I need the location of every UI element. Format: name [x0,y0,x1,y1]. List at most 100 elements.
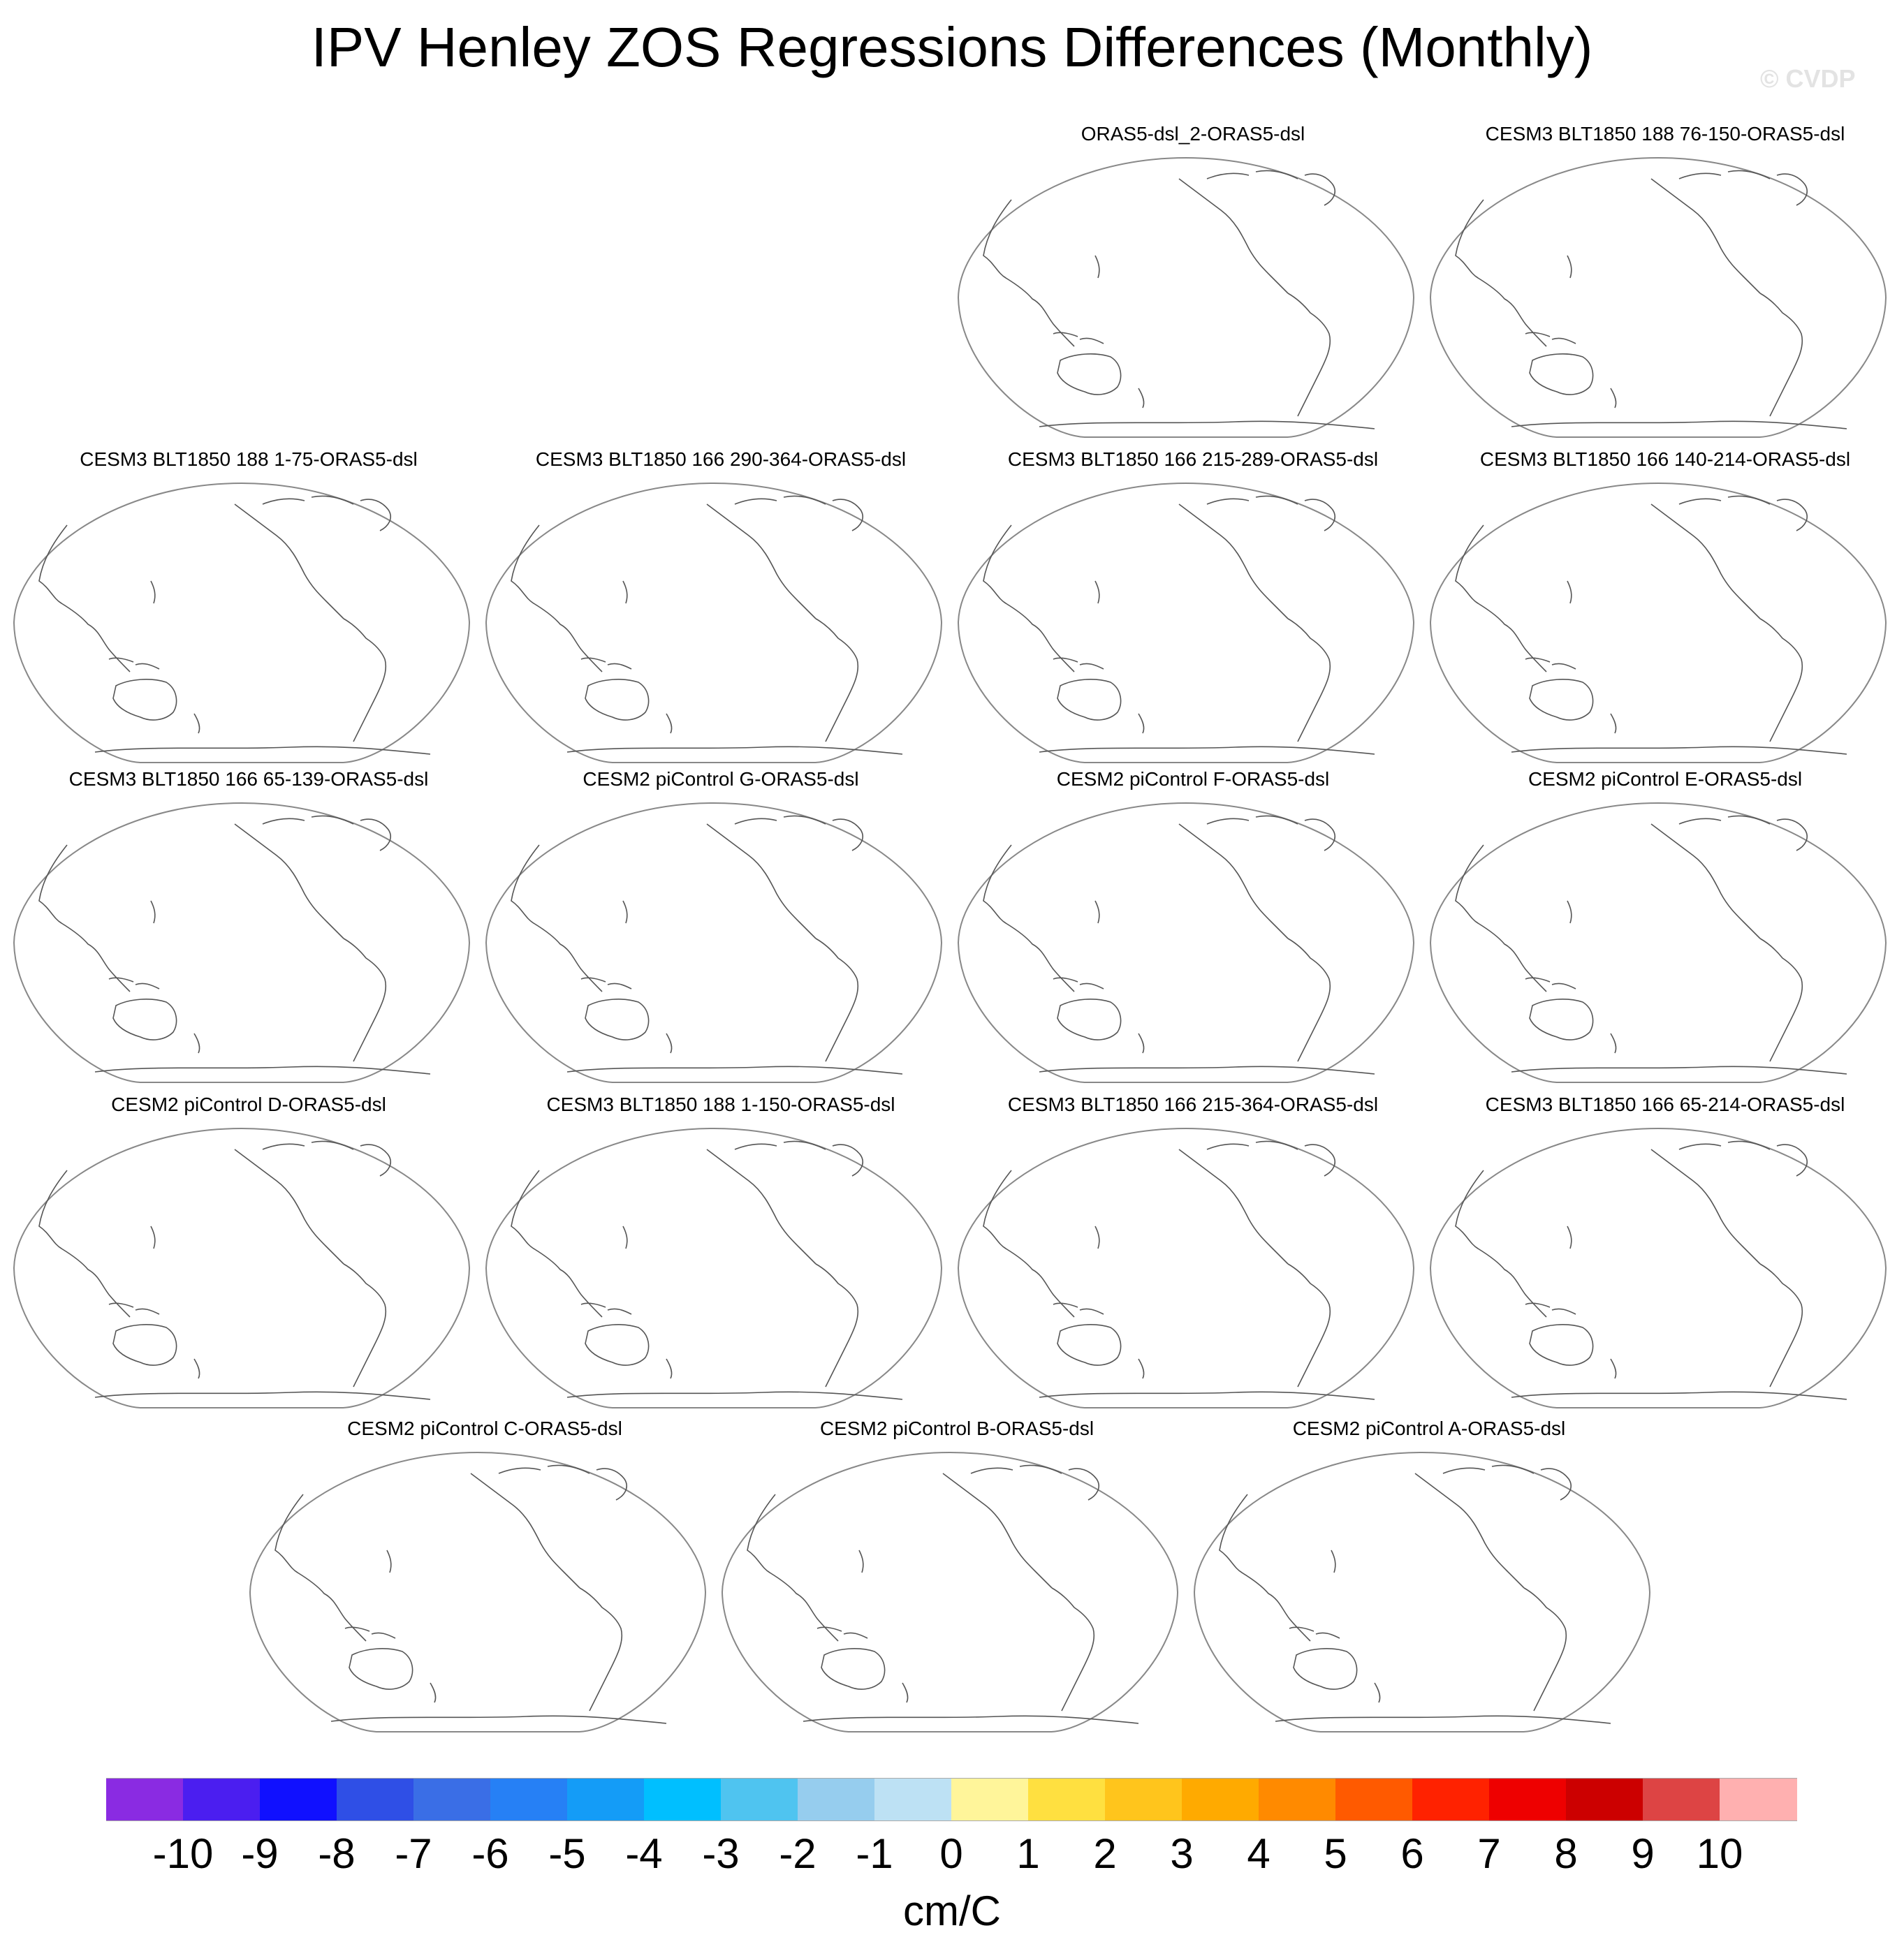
coastline [585,999,650,1040]
coastline [1759,1263,1803,1388]
map-boundary [485,1127,943,1408]
coastline [511,844,603,992]
coastline [1068,1468,1099,1501]
coastline [1776,1144,1808,1177]
map-projection [957,802,1415,1083]
coastline [1551,1308,1576,1315]
colorbar-tick-label: 5 [1324,1830,1347,1877]
map-panel: CESM2 piControl B-ORAS5-dsl [719,1418,1194,1746]
coastline [1206,172,1250,179]
colorbar-swatch [567,1778,645,1821]
coastline [832,818,863,851]
coastline [150,1226,156,1249]
colorbar-tick-label: 3 [1170,1830,1194,1877]
coastline [112,999,177,1040]
colorbar-tick-label: -10 [152,1830,214,1877]
coastline [1255,1140,1298,1150]
coastline [734,1143,777,1150]
panel-title: CESM3 BLT1850 166 215-364-ORAS5-dsl [1007,1094,1379,1115]
coastline [343,618,387,742]
map-boundary [1429,802,1887,1083]
map-boundary [1429,1127,1887,1408]
coastline [1057,1324,1122,1366]
coastline [1610,388,1617,409]
coastline [94,746,431,755]
coastline [430,1682,437,1703]
coastline [1650,823,1761,939]
panel-title: CESM3 BLT1850 166 65-214-ORAS5-dsl [1485,1094,1845,1115]
map-panel: ORAS5-dsl_2-ORAS5-dsl [955,123,1430,451]
coastline [1455,524,1547,672]
watermark: © CVDP [1760,64,1856,93]
coastline [344,1626,370,1632]
coastline [1678,172,1722,179]
coastline [821,1648,886,1690]
coastline [942,1473,1053,1589]
coastline [706,503,816,619]
colorbar-swatch [490,1778,568,1821]
coastline [1287,293,1331,417]
coastline [1079,1308,1104,1315]
colorbar-units: cm/C [903,1888,1001,1934]
coastline [1525,332,1551,337]
coastline [1567,580,1572,604]
coastline [803,1715,1139,1724]
coastline [747,1494,839,1642]
map-boundary [957,156,1415,438]
map-boundary [13,802,471,1083]
coastline [234,823,344,939]
coastline [585,679,650,721]
colorbar-swatch [1412,1778,1490,1821]
map-projection [13,482,471,763]
map-panel: CESM3 BLT1850 166 290-364-ORAS5-dsl [483,448,958,777]
coastline [1057,999,1122,1040]
colorbar-swatch [1028,1778,1106,1821]
map-projection [1429,482,1887,763]
map-boundary [721,1451,1179,1732]
coastline [349,1648,413,1690]
coastline [193,713,200,734]
map-boundary [1429,482,1887,763]
map-projection [1193,1451,1651,1732]
colorbar-tick-label: -1 [856,1830,893,1877]
coastline [38,844,131,992]
coastline [1523,1587,1567,1712]
coastline [843,1632,868,1639]
colorbar-tick-label: 4 [1247,1830,1270,1877]
map-boundary [957,1127,1415,1408]
coastline [262,498,305,505]
coastline [706,823,816,939]
coastline [1776,818,1808,851]
map-panel: CESM3 BLT1850 188 1-75-ORAS5-dsl [11,448,486,777]
coastline [1289,1626,1315,1632]
coastline [360,1144,391,1177]
map-panel: CESM3 BLT1850 166 215-364-ORAS5-dsl [955,1094,1430,1422]
coastline [311,495,354,505]
colorbar-swatch [951,1778,1029,1821]
coastline [1287,618,1331,742]
coastline [1304,499,1335,531]
coastline [1455,1170,1547,1318]
panel-title: CESM3 BLT1850 166 215-289-ORAS5-dsl [1007,448,1379,470]
map-boundary [13,482,471,763]
map-panel: CESM2 piControl E-ORAS5-dsl [1428,768,1903,1096]
coastline [547,1464,590,1474]
coastline [1540,1468,1572,1501]
coastline [274,1494,367,1642]
coastline [1051,1587,1095,1712]
coastline [1206,498,1250,505]
panel-title: CESM3 BLT1850 166 65-139-ORAS5-dsl [68,768,429,790]
coastline [1650,178,1761,294]
colorbar-tick-label: -5 [548,1830,586,1877]
panel-title: CESM3 BLT1850 188 1-150-ORAS5-dsl [546,1094,895,1115]
coastline [1138,713,1145,734]
coastline [607,663,632,670]
coastline [1039,1391,1375,1400]
colorbar-swatch [1182,1778,1259,1821]
coastline [38,1170,131,1318]
coastline [1529,999,1594,1040]
coastline [1206,818,1250,825]
coastline [38,524,131,672]
coastline [815,618,859,742]
coastline [360,499,391,531]
